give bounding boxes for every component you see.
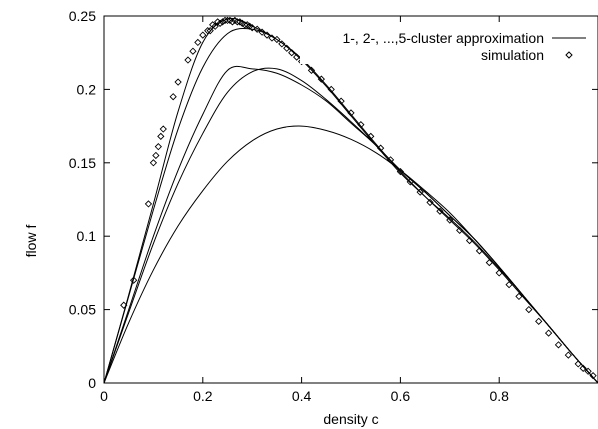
x-tick-label: 0.4 <box>292 388 312 404</box>
simulation-point <box>144 200 153 208</box>
simulation-point <box>307 66 316 74</box>
simulation-point <box>544 329 553 337</box>
simulation-point <box>485 258 493 267</box>
x-tick-label: 0.8 <box>489 388 509 404</box>
legend-background <box>300 24 570 64</box>
approximation-curve-5 <box>103 17 598 384</box>
legend-label-simulation: simulation <box>481 47 544 63</box>
simulation-point <box>283 44 291 52</box>
simulation-point <box>233 18 242 26</box>
simulation-point <box>216 19 224 27</box>
simulation-point <box>436 207 444 215</box>
simulation-point <box>184 56 192 64</box>
y-tick-label: 0.05 <box>69 302 96 318</box>
legend-marker-simulation <box>565 51 573 59</box>
simulation-point <box>278 40 286 48</box>
y-axis-label: flow f <box>23 225 39 258</box>
simulation-point <box>174 78 182 86</box>
simulation-point <box>386 156 395 164</box>
simulation-point <box>377 144 385 152</box>
simulation-point <box>589 372 597 380</box>
x-tick-label: 0 <box>100 388 108 404</box>
simulation-point <box>159 125 167 133</box>
simulation-point <box>221 16 229 25</box>
simulation-point <box>347 109 355 117</box>
simulation-point <box>495 269 503 277</box>
legend: 1-, 2-, ...,5-cluster approximation simu… <box>300 24 586 64</box>
x-axis-label: density c <box>323 411 378 427</box>
simulation-point <box>357 120 365 129</box>
simulation-point <box>584 367 592 375</box>
simulation-point <box>505 281 513 289</box>
simulation-point <box>228 18 237 26</box>
simulation-point <box>554 341 563 349</box>
simulation-point <box>406 178 414 186</box>
approximation-curve-1 <box>103 125 598 384</box>
simulation-point <box>337 97 345 105</box>
approximation-curve-4 <box>103 27 598 384</box>
simulation-point <box>120 301 128 309</box>
simulation-point <box>206 27 214 35</box>
legend-label-approximation: 1-, 2-, ...,5-cluster approximation <box>342 30 544 46</box>
simulation-point <box>535 317 543 325</box>
plot-frame <box>103 15 598 384</box>
simulation-point <box>149 159 158 167</box>
simulation-point <box>223 16 232 25</box>
simulation-point <box>367 132 375 141</box>
simulation-point <box>253 25 261 33</box>
y-tick-label: 0.1 <box>77 228 97 244</box>
y-tick-label: 0 <box>88 375 96 391</box>
simulation-point <box>263 31 271 39</box>
simulation-point <box>204 27 212 35</box>
simulation-point <box>268 34 276 42</box>
simulation-point <box>211 22 219 30</box>
simulation-point <box>199 31 207 39</box>
simulation-point <box>564 351 572 359</box>
simulation-point <box>189 47 197 55</box>
x-tick-label: 0.2 <box>193 388 213 404</box>
simulation-point <box>288 49 296 57</box>
simulation-point <box>169 93 177 101</box>
simulation-points <box>120 16 597 380</box>
simulation-point <box>456 226 464 234</box>
simulation-point <box>475 247 484 255</box>
approximation-curves <box>103 17 598 384</box>
simulation-point <box>258 28 266 36</box>
x-axis-ticks: 0 0.2 0.4 0.6 0.8 <box>100 16 509 404</box>
simulation-point <box>416 188 424 196</box>
simulation-point <box>130 276 138 284</box>
simulation-point <box>194 38 202 47</box>
simulation-point <box>293 53 301 61</box>
simulation-point <box>154 143 162 151</box>
simulation-point <box>152 151 160 160</box>
y-axis-ticks: 0 0.05 0.1 0.15 0.2 0.25 <box>69 8 598 391</box>
simulation-point <box>317 75 325 83</box>
simulation-point <box>241 21 249 29</box>
simulation-point <box>579 364 587 372</box>
simulation-point <box>157 132 165 141</box>
simulation-point <box>426 198 434 207</box>
y-tick-label: 0.2 <box>77 81 97 97</box>
simulation-point <box>327 85 335 94</box>
simulation-point <box>446 216 454 224</box>
simulation-point <box>273 35 281 44</box>
simulation-point <box>515 292 523 301</box>
simulation-point <box>396 167 405 176</box>
simulation-point <box>248 24 256 32</box>
simulation-point <box>574 360 582 368</box>
y-tick-label: 0.25 <box>69 8 96 24</box>
simulation-point <box>465 236 474 245</box>
simulation-point <box>525 305 533 314</box>
x-tick-label: 0.6 <box>391 388 411 404</box>
y-tick-label: 0.15 <box>69 155 96 171</box>
